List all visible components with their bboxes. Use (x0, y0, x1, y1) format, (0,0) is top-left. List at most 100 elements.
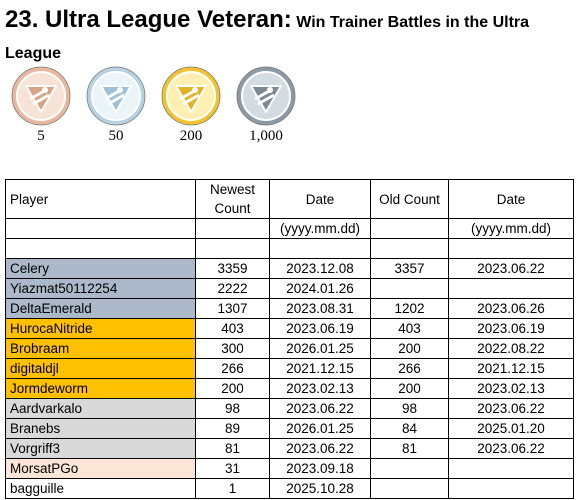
empty-cell (5, 238, 196, 259)
player-name: MorsatPGo (5, 458, 196, 479)
col-header-date: Date (269, 179, 371, 219)
newest-date: 2023.12.08 (269, 258, 371, 279)
bronze-medal-icon (11, 66, 71, 126)
old-count: 403 (370, 318, 449, 339)
col-header-player: Player (5, 179, 196, 219)
old-date: 2023.06.22 (448, 438, 574, 459)
medal-platinum: 1,000 (236, 66, 296, 144)
old-count: 98 (370, 398, 449, 419)
newest-date: 2026.01.25 (269, 338, 371, 359)
newest-count: 300 (195, 338, 270, 359)
table-row: Jormdeworm 200 2023.02.13 200 2023.02.13 (5, 378, 574, 399)
old-date (448, 458, 574, 479)
newest-count: 1307 (195, 298, 270, 319)
medal-threshold: 50 (108, 128, 124, 144)
newest-date: 2023.06.22 (269, 438, 371, 459)
medal-threshold: 1,000 (249, 128, 283, 144)
title-subtitle: Win Trainer Battles in the Ultra League (5, 14, 530, 62)
player-name: Aardvarkalo (5, 398, 196, 419)
old-date: 2023.06.22 (448, 258, 574, 279)
table-row: Brobraam 300 2026.01.25 200 2022.08.22 (5, 338, 574, 359)
newest-count: 1 (195, 478, 270, 499)
player-name: Celery (5, 258, 196, 279)
newest-date: 2024.01.26 (269, 278, 371, 299)
table-row: Yiazmat50112254 2222 2024.01.26 (5, 278, 574, 299)
newest-date: 2023.02.13 (269, 378, 371, 399)
empty-cell (370, 238, 449, 259)
table-row: HurocaNitride 403 2023.06.19 403 2023.06.19 (5, 318, 574, 339)
newest-count: 98 (195, 398, 270, 419)
table-row: DeltaEmerald 1307 2023.08.31 1202 2023.06.26 (5, 298, 574, 319)
player-name: HurocaNitride (5, 318, 196, 339)
newest-count: 266 (195, 358, 270, 379)
table-body: Celery 3359 2023.12.08 3357 2023.06.22 Yiazma… (5, 258, 574, 499)
old-count: 84 (370, 418, 449, 439)
empty-cell (370, 218, 449, 239)
table-row: bagguille 1 2025.10.28 (5, 478, 574, 499)
newest-count: 200 (195, 378, 270, 399)
newest-count: 81 (195, 438, 270, 459)
player-name: Jormdeworm (5, 378, 196, 399)
newest-date: 2021.12.15 (269, 358, 371, 379)
empty-cell (448, 238, 574, 259)
old-date: 2023.06.22 (448, 398, 574, 419)
table-row: Aardvarkalo 98 2023.06.22 98 2023.06.22 (5, 398, 574, 419)
gold-medal-icon (161, 66, 221, 126)
newest-date: 2023.06.22 (269, 398, 371, 419)
old-date (448, 478, 574, 499)
date-format-label: (yyyy.mm.dd) (448, 218, 574, 239)
medal-threshold: 5 (37, 128, 45, 144)
leaderboard-table: Player Newest Count Date Old Count Date … (5, 179, 574, 499)
col-header-old-date: Date (448, 179, 574, 219)
player-name: Brobraam (5, 338, 196, 359)
table-row: Branebs 89 2026.01.25 84 2025.01.20 (5, 418, 574, 439)
date-format-row: (yyyy.mm.dd) (yyyy.mm.dd) (5, 218, 574, 239)
silver-medal-icon (86, 66, 146, 126)
col-header-old-count: Old Count (370, 179, 449, 219)
empty-cell (269, 238, 371, 259)
table-header-row: Player Newest Count Date Old Count Date (5, 179, 574, 219)
old-date: 2023.02.13 (448, 378, 574, 399)
empty-cell (195, 218, 270, 239)
player-name: Vorgriff3 (5, 438, 196, 459)
spacer-row (5, 238, 574, 259)
player-name: bagguille (5, 478, 196, 499)
newest-count: 3359 (195, 258, 270, 279)
player-name: DeltaEmerald (5, 298, 196, 319)
old-count: 200 (370, 378, 449, 399)
old-count: 200 (370, 338, 449, 359)
newest-date: 2023.06.19 (269, 318, 371, 339)
medal-bronze: 5 (11, 66, 71, 144)
empty-cell (195, 238, 270, 259)
old-date: 2025.01.20 (448, 418, 574, 439)
old-count (370, 458, 449, 479)
newest-count: 403 (195, 318, 270, 339)
newest-date: 2023.08.31 (269, 298, 371, 319)
old-date: 2023.06.19 (448, 318, 574, 339)
page-title: 23. Ultra League Veteran: Win Trainer Ba… (5, 4, 575, 69)
newest-count: 31 (195, 458, 270, 479)
old-date: 2023.06.26 (448, 298, 574, 319)
newest-count: 2222 (195, 278, 270, 299)
empty-cell (5, 218, 196, 239)
title-main: 23. Ultra League Veteran: (5, 6, 292, 33)
old-count: 266 (370, 358, 449, 379)
newest-date: 2023.09.18 (269, 458, 371, 479)
medal-row: 5 50 200 1,000 (11, 66, 301, 146)
old-count: 1202 (370, 298, 449, 319)
old-date: 2022.08.22 (448, 338, 574, 359)
old-date (448, 278, 574, 299)
newest-date: 2025.10.28 (269, 478, 371, 499)
platinum-medal-icon (236, 66, 296, 126)
table-row: Celery 3359 2023.12.08 3357 2023.06.22 (5, 258, 574, 279)
newest-date: 2026.01.25 (269, 418, 371, 439)
col-header-newest-count: Newest Count (195, 179, 270, 219)
medal-threshold: 200 (179, 128, 203, 144)
player-name: Yiazmat50112254 (5, 278, 196, 299)
table-row: digitaldjl 266 2021.12.15 266 2021.12.15 (5, 358, 574, 379)
player-name: digitaldjl (5, 358, 196, 379)
old-date: 2021.12.15 (448, 358, 574, 379)
old-count: 81 (370, 438, 449, 459)
table-row: MorsatPGo 31 2023.09.18 (5, 458, 574, 479)
player-name: Branebs (5, 418, 196, 439)
